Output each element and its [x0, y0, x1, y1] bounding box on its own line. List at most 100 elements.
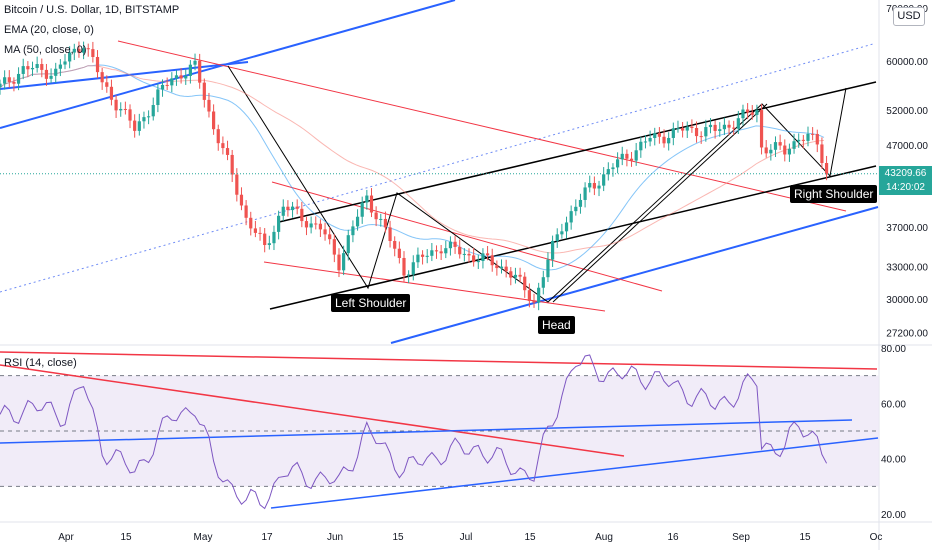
candle-body	[142, 117, 146, 122]
candle-body	[300, 208, 304, 222]
candle-body	[472, 255, 476, 263]
candle-body	[225, 148, 230, 155]
candle-body	[625, 153, 629, 159]
candle-body	[583, 187, 587, 200]
candle-body	[481, 253, 485, 262]
candle-body	[360, 202, 364, 217]
candle-body	[504, 266, 508, 272]
candle-body	[453, 241, 457, 247]
candle-body	[713, 124, 717, 131]
candle-body	[527, 290, 531, 302]
candle-body	[546, 259, 550, 278]
candle-body	[12, 81, 16, 84]
candle-body	[184, 75, 188, 79]
candle-body	[490, 255, 494, 266]
time-tick-label: Sep	[732, 532, 750, 543]
candle-body	[137, 121, 141, 131]
candle-body	[49, 75, 53, 79]
head-shoulders-zigzag	[227, 65, 847, 303]
head-label[interactable]: Head	[538, 316, 575, 334]
candle-body	[458, 246, 462, 255]
candle-body	[123, 108, 127, 110]
candle-body	[63, 61, 67, 65]
candle-body	[444, 248, 448, 254]
ma-legend[interactable]: MA (50, close, 0)	[4, 44, 87, 56]
ema-legend[interactable]: EMA (20, close, 0)	[4, 24, 94, 36]
time-tick-label: 15	[799, 532, 811, 543]
candle-body	[272, 231, 276, 244]
candle-body	[212, 111, 216, 130]
candle-body	[750, 112, 754, 115]
candle-body	[407, 274, 411, 276]
rsi-legend[interactable]: RSI (14, close)	[4, 357, 77, 369]
candle-body	[727, 124, 731, 128]
rsi-blue-mid-line	[0, 419, 853, 444]
candle-body	[258, 232, 262, 234]
candle-body	[77, 48, 81, 53]
candle-body	[704, 127, 708, 137]
candle-body	[397, 248, 401, 258]
right-shoulder-label[interactable]: Right Shoulder	[790, 185, 878, 203]
candle-body	[718, 129, 722, 131]
candle-body	[736, 118, 740, 129]
candle-body	[58, 64, 62, 69]
candle-body	[114, 99, 118, 111]
candle-body	[773, 142, 778, 150]
candle-body	[434, 250, 439, 252]
candle-body	[379, 218, 383, 220]
candle-body	[355, 216, 360, 227]
candle-body	[820, 144, 824, 164]
candle-body	[755, 110, 759, 115]
candle-body	[30, 67, 35, 70]
candle-body	[518, 274, 522, 277]
candle-body	[221, 143, 225, 149]
neck-line-right	[552, 103, 768, 303]
left-shoulder-label[interactable]: Left Shoulder	[331, 294, 411, 312]
candle-body	[476, 261, 480, 263]
candle-body	[253, 228, 257, 233]
candle-body	[787, 148, 792, 155]
time-tick-label: Oc	[870, 532, 883, 543]
candle-body	[342, 253, 346, 271]
candle-body	[388, 227, 392, 242]
candle-body	[574, 206, 578, 212]
candle-body	[597, 185, 601, 189]
candle-body	[332, 239, 336, 255]
candle-body	[207, 99, 211, 112]
rsi-tick-label: 20.00	[881, 510, 906, 521]
time-tick-label: 15	[524, 532, 536, 543]
candle-body	[634, 150, 638, 161]
ema-20-line	[0, 64, 825, 271]
candle-body	[732, 127, 736, 129]
candle-body	[694, 127, 699, 137]
candle-body	[216, 129, 220, 144]
candle-body	[606, 169, 610, 175]
time-tick-label: Aug	[595, 532, 613, 543]
candle-body	[629, 158, 634, 161]
candle-body	[244, 205, 248, 218]
candle-body	[671, 128, 675, 138]
candle-body	[309, 223, 313, 228]
candle-body	[578, 199, 583, 207]
candle-body	[151, 105, 155, 117]
candle-body	[499, 266, 504, 269]
candle-body	[170, 78, 174, 86]
candle-body	[16, 73, 21, 84]
rsi-tick-label: 60.00	[881, 399, 906, 410]
candle-body	[569, 211, 573, 223]
currency-badge[interactable]: USD	[893, 7, 925, 26]
candle-body	[295, 206, 299, 209]
candle-body	[128, 109, 132, 121]
bottom-blue-trendline	[390, 206, 879, 344]
candle-body	[0, 83, 2, 88]
candle-body	[643, 141, 648, 143]
time-tick-label: 15	[392, 532, 404, 543]
candle-body	[448, 241, 453, 249]
candle-body	[769, 149, 773, 154]
candle-body	[54, 68, 58, 76]
symbol-title: Bitcoin / U.S. Dollar, 1D, BITSTAMP	[4, 4, 180, 16]
last-price-tag: 43209.66	[879, 166, 932, 181]
candle-body	[249, 217, 253, 229]
black-upper-channel	[278, 81, 877, 223]
